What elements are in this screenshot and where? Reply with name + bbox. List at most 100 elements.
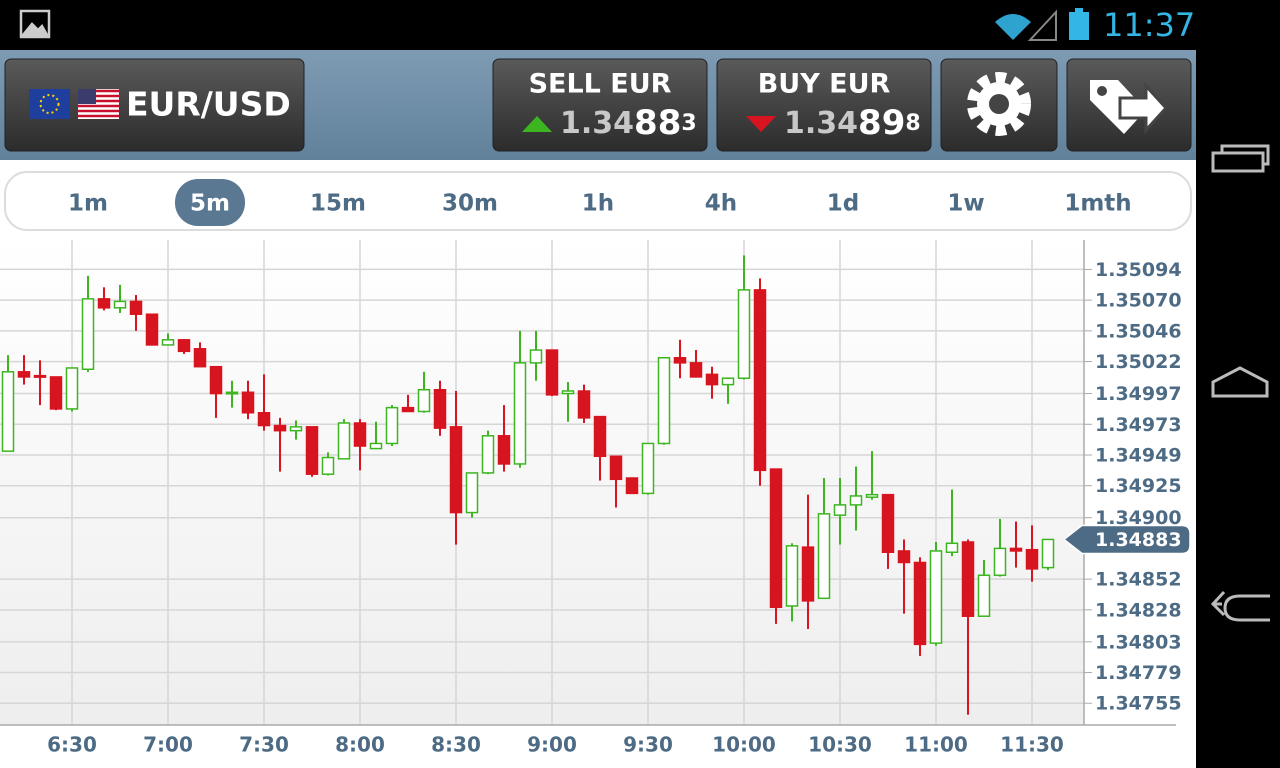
y-tick-label: 1.34973	[1095, 414, 1182, 436]
candle-body	[497, 435, 511, 465]
tab[interactable]: 15m	[310, 191, 366, 217]
tab[interactable]: 1w	[947, 191, 984, 217]
recent-apps-back	[1220, 144, 1270, 166]
candle-body	[673, 356, 687, 364]
candle-body	[65, 367, 79, 410]
buy-price: 1.34898	[784, 103, 921, 143]
candle-body	[641, 442, 655, 495]
x-tick-label: 10:30	[808, 733, 872, 757]
back-button[interactable]	[1210, 590, 1270, 622]
gallery-icon	[19, 9, 51, 39]
candle-body	[593, 415, 607, 458]
y-tick-label: 1.34852	[1095, 569, 1182, 591]
x-tick-label: 8:00	[335, 733, 385, 757]
candle-body	[145, 313, 159, 346]
candle-body	[97, 298, 111, 309]
x-tick-label: 7:30	[239, 733, 289, 757]
candle-body	[481, 435, 495, 474]
candle-body	[961, 541, 975, 617]
y-tick-label: 1.35022	[1095, 351, 1182, 373]
x-tick-label: 11:30	[1000, 733, 1064, 757]
candle-body	[881, 493, 895, 553]
candle-body	[513, 362, 527, 465]
candle-body	[49, 376, 63, 410]
tab[interactable]: 4h	[705, 191, 737, 217]
buy-label: BUY EUR	[758, 69, 891, 100]
battery-icon	[1069, 8, 1089, 40]
price-pips: 88	[634, 103, 681, 143]
candle-body	[33, 374, 47, 378]
candle-body	[433, 388, 447, 429]
candle-body	[385, 406, 399, 445]
candle-body	[209, 365, 223, 395]
candle-body	[369, 442, 383, 450]
candle-body	[305, 426, 319, 475]
price-prefix: 1.34	[560, 106, 634, 141]
candle-body	[705, 373, 719, 386]
sell-price: 1.34883	[560, 103, 697, 143]
tab-bar	[4, 171, 1192, 231]
us-flag	[78, 89, 119, 119]
candle-body	[449, 426, 463, 514]
candle-body	[945, 542, 959, 553]
candle-body	[721, 377, 735, 386]
y-tick-label: 1.34755	[1095, 693, 1182, 715]
current-price-marker	[1062, 524, 1191, 555]
candle-body	[913, 561, 927, 646]
status-bar	[0, 0, 1280, 50]
current-price-label: 1.34883	[1095, 529, 1182, 551]
price-fraction: 3	[681, 111, 696, 136]
y-tick-label: 1.34803	[1095, 631, 1182, 653]
buy-button[interactable]	[716, 58, 932, 152]
tab[interactable]: 5m	[190, 191, 230, 217]
candle-body	[225, 391, 239, 395]
candle-body	[801, 546, 815, 602]
y-tick-label: 1.34949	[1095, 444, 1182, 466]
candle-body	[465, 472, 479, 514]
tag-icon	[1090, 80, 1169, 134]
candle-body	[417, 388, 431, 413]
y-tick-label: 1.35094	[1095, 259, 1182, 281]
wifi-icon	[995, 14, 1031, 40]
candle-body	[897, 550, 911, 564]
candle-body	[529, 349, 543, 364]
gear-icon	[967, 72, 1031, 136]
pair-label: EUR/USD	[126, 85, 291, 124]
candle-body	[929, 550, 943, 644]
tab[interactable]: 1h	[582, 191, 614, 217]
tab[interactable]: 30m	[442, 191, 498, 217]
candle-body	[321, 456, 335, 475]
recent-apps-button[interactable]	[1211, 151, 1265, 173]
tab[interactable]: 1m	[68, 191, 108, 217]
price-fraction: 8	[905, 111, 920, 136]
y-tick-label: 1.34900	[1095, 507, 1182, 529]
clock: 11:37	[1103, 6, 1195, 44]
candle-body	[401, 406, 415, 413]
candle-body	[561, 390, 575, 395]
price-pips: 89	[858, 103, 905, 143]
candle-body	[785, 545, 799, 607]
candle-body	[1025, 548, 1039, 570]
tab[interactable]: 1mth	[1064, 191, 1131, 217]
candle-body	[833, 504, 847, 516]
up-arrow	[522, 116, 552, 132]
x-tick-label: 9:30	[623, 733, 673, 757]
x-tick-label: 6:30	[47, 733, 97, 757]
y-tick-label: 1.34925	[1095, 475, 1182, 497]
candle-body	[353, 422, 367, 447]
candle-body	[577, 390, 591, 419]
candle-body	[241, 391, 255, 414]
pair-button[interactable]	[4, 58, 305, 152]
eu-flag	[29, 89, 70, 119]
x-tick-label: 8:30	[431, 733, 481, 757]
y-tick-label: 1.34828	[1095, 599, 1182, 621]
y-tick-label: 1.35046	[1095, 320, 1182, 342]
candle-body	[689, 362, 703, 378]
tab[interactable]: 1d	[827, 191, 859, 217]
candle-body	[993, 547, 1007, 577]
x-tick-label: 7:00	[143, 733, 193, 757]
candle-body	[625, 477, 639, 495]
home-button[interactable]	[1211, 366, 1269, 398]
candle-body	[817, 513, 831, 600]
